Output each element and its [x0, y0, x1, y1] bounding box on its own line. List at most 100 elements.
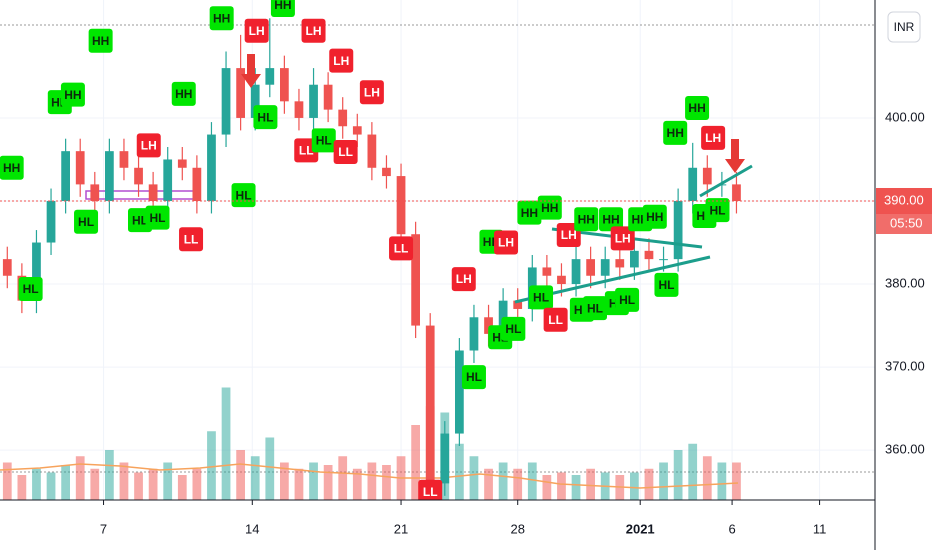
volume-bar [732, 462, 741, 500]
pivot-label: HL [619, 293, 635, 307]
volume-bar [134, 472, 143, 500]
pivot-label: LH [306, 24, 322, 38]
pivot-label: HH [92, 34, 109, 48]
pivot-label-box [654, 272, 679, 297]
volume-bar [32, 468, 41, 500]
pivot-label-box [244, 18, 269, 43]
candle-body [644, 250, 654, 260]
pivot-label: HH [3, 161, 20, 175]
pivot-label: HH [602, 212, 619, 226]
candle-body [440, 433, 450, 484]
volume-bar [688, 443, 698, 500]
price-axis-bg [875, 0, 932, 550]
candle-body [396, 176, 406, 235]
volume-bar [90, 468, 100, 500]
pivot-label: LH [141, 139, 157, 153]
pivot-label: HL [257, 110, 273, 124]
pivot-label-box [74, 209, 99, 234]
pivot-label: HH [64, 88, 81, 102]
pivot-label-box [610, 226, 635, 251]
volume-bar [17, 475, 27, 500]
volume-bar [338, 456, 348, 500]
pivot-label-box [311, 128, 336, 153]
pivot-label-box [615, 287, 640, 312]
pivot-label-box [301, 18, 326, 43]
volume-bar [192, 468, 202, 500]
axes: 360.00 370.00 380.00 390.00 400.00 7 14 21 28 202… [0, 109, 932, 536]
candle-body [177, 159, 187, 168]
price-tag-label: 390.00 [884, 192, 924, 207]
countdown-tag [876, 213, 932, 234]
volume-bar [513, 468, 523, 500]
x-tick-label: 14 [245, 521, 259, 536]
pivot-label: HH [541, 201, 558, 215]
volume-bar [250, 456, 260, 500]
volume-bar [221, 387, 231, 500]
pivot-label-box [701, 125, 726, 150]
candle-body [513, 300, 523, 309]
candle-body [207, 134, 216, 201]
candle-body [615, 259, 625, 268]
x-tick-label: 2021 [626, 521, 655, 536]
pivot-label: HH [667, 126, 684, 140]
volume-bar [236, 450, 245, 500]
pivot-label-box [88, 28, 113, 53]
candle-body [32, 242, 41, 301]
pivot-label-box [389, 236, 414, 261]
pivot-label: HH [646, 210, 663, 224]
pivot-label: LL [299, 144, 314, 158]
pivot-label-box [60, 82, 85, 107]
pivot-label-box [270, 0, 295, 17]
pivot-label: LL [394, 242, 409, 256]
pivot-label: HL [236, 188, 252, 202]
y-tick-label: 380.00 [885, 275, 925, 290]
y-tick-label: 370.00 [885, 359, 925, 374]
x-tick-label: 7 [100, 521, 107, 536]
pivot-label: LH [705, 131, 721, 145]
candle-body [673, 200, 683, 260]
candle-body [119, 151, 129, 168]
candle-body [236, 68, 245, 118]
pivot-label-box [663, 120, 688, 145]
volume-bar [382, 465, 391, 500]
pivot-label: HL [132, 213, 148, 227]
x-tick-label: 21 [394, 521, 408, 536]
pivot-label: LL [423, 485, 438, 499]
pivot-label-box [171, 81, 196, 106]
pivot-label-box [642, 204, 667, 229]
candle-body [702, 167, 712, 185]
pivot-label: LH [615, 232, 631, 246]
pivot-label: LH [249, 24, 265, 38]
volume-bar [455, 443, 464, 500]
candle-body [542, 267, 552, 276]
pivot-label-box [0, 155, 24, 180]
candle-body [600, 259, 610, 276]
candle-body [688, 167, 698, 201]
pivot-label: HH [521, 206, 538, 220]
volume-bar [352, 468, 362, 500]
candle-body [367, 134, 377, 168]
pivot-label-box [179, 227, 204, 252]
volume-bar [586, 468, 595, 500]
volume-bar [61, 465, 70, 500]
pivot-label-box [329, 48, 354, 73]
volume-bar [177, 475, 187, 500]
candle-body [411, 234, 420, 326]
x-tick-label: 11 [813, 521, 827, 536]
candle-body [134, 167, 143, 185]
candle-body [469, 317, 479, 351]
pivot-label: HL [658, 278, 674, 292]
price-tag [876, 187, 932, 214]
volume-bar [484, 468, 493, 500]
pivot-label: LL [338, 145, 353, 159]
candle-body [192, 167, 202, 201]
candle-body [2, 259, 12, 276]
pivot-label: HH [274, 0, 291, 12]
pivot-label: HL [23, 282, 39, 296]
pivot-label-box [461, 365, 486, 390]
pivot-label-box [705, 198, 730, 223]
currency-button[interactable] [887, 11, 921, 43]
candle-body [659, 259, 668, 261]
volume-bar [644, 468, 654, 500]
